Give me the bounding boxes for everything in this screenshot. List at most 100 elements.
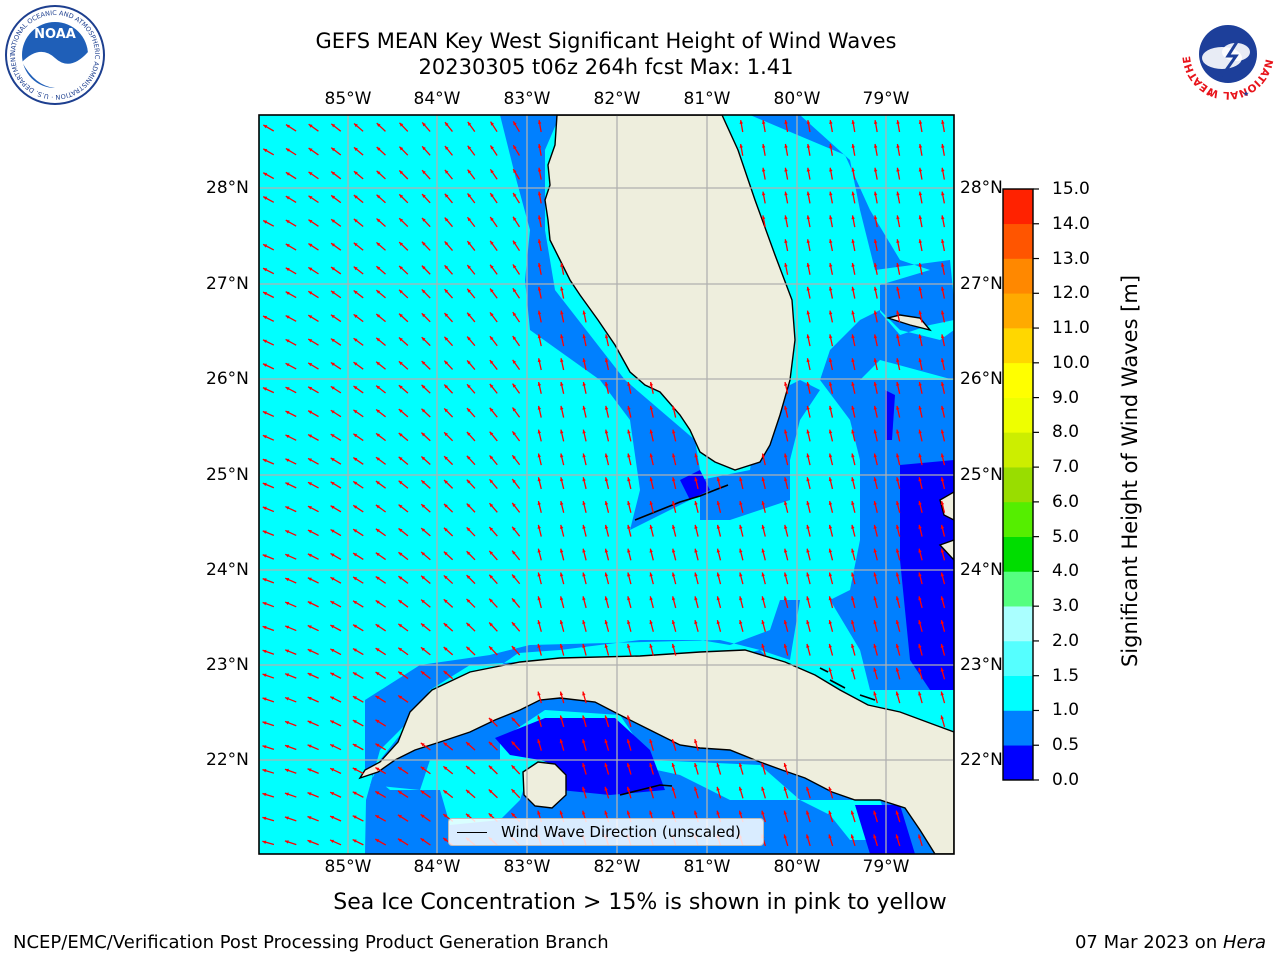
wave-direction-arrowhead <box>307 530 312 534</box>
wave-direction-arrowhead <box>560 429 564 434</box>
wave-direction-arrowhead <box>851 310 855 315</box>
wave-direction-arrowhead <box>851 620 855 625</box>
wave-direction-arrowhead <box>490 288 494 293</box>
wave-direction-arrowhead <box>467 145 472 150</box>
wave-direction-arrowhead <box>694 810 698 815</box>
wave-direction-arrowhead <box>918 286 923 291</box>
wave-direction-arrowhead <box>354 123 358 128</box>
wave-direction-arrowhead <box>512 455 516 460</box>
wave-direction-arrowhead <box>375 457 380 461</box>
wave-direction-arrowhead <box>940 358 945 363</box>
wave-direction-arrowhead <box>896 477 900 482</box>
wave-direction-arrowhead <box>330 625 335 629</box>
wave-direction-arrowhead <box>466 742 470 746</box>
wave-direction-arrowhead <box>376 123 381 127</box>
wave-direction-arrowhead <box>783 786 788 791</box>
wave-direction-arrowhead <box>376 194 381 199</box>
wave-direction-arrowhead <box>375 839 380 843</box>
nws-logo-icon: NATIONAL WEATHER SERVICE ★ ★ <box>0 0 1276 102</box>
wave-direction-arrowhead <box>806 167 811 172</box>
wave-direction-arrowhead <box>627 501 631 506</box>
wave-direction-arrowhead <box>873 310 878 315</box>
wave-direction-arrowhead <box>941 143 945 148</box>
wave-direction-arrowhead <box>466 503 471 508</box>
wave-direction-arrowhead <box>489 646 493 651</box>
wave-direction-arrowhead <box>330 672 335 677</box>
wave-direction-arrowhead <box>649 739 653 744</box>
wave-direction-arrowhead <box>851 501 855 506</box>
wave-direction-arrowhead <box>308 243 313 247</box>
wave-direction-arrowhead <box>488 789 493 794</box>
wave-direction-arrowhead <box>829 120 833 125</box>
wave-direction-arrowhead <box>582 453 586 458</box>
colorbar-tick-label: 4.0 <box>1052 561 1080 582</box>
wave-direction-arrowhead <box>376 290 381 294</box>
wave-direction-arrowhead <box>582 334 586 339</box>
wave-direction-arrowhead <box>262 530 267 534</box>
wave-direction-arrowhead <box>672 405 676 410</box>
wave-direction-arrowhead <box>582 620 586 625</box>
wave-direction-arrowhead <box>627 453 631 458</box>
wave-direction-arrowhead <box>262 578 267 582</box>
wave-direction-arrowhead <box>284 792 289 796</box>
wave-direction-arrowhead <box>398 647 403 652</box>
wave-direction-arrowhead <box>851 667 855 672</box>
wave-direction-arrowhead <box>285 124 290 129</box>
wave-direction-arrowhead <box>783 620 788 625</box>
wind-wave-direction-arrows <box>262 120 946 847</box>
colorbar-label: Significant Height of Wind Waves [m] <box>1118 274 1142 668</box>
wave-direction-arrowhead <box>873 429 878 434</box>
svg-text:★: ★ <box>1206 90 1212 98</box>
wave-direction-arrowhead <box>466 575 471 579</box>
wave-direction-arrowhead <box>761 215 766 220</box>
wave-direction-arrowhead <box>398 337 403 342</box>
wave-direction-arrowhead <box>537 310 542 315</box>
wave-direction-arrowhead <box>873 810 877 815</box>
wave-direction-arrowhead <box>511 598 516 603</box>
wave-direction-arrowhead <box>285 673 290 677</box>
wave-direction-arrowhead <box>285 220 290 224</box>
wave-direction-arrowhead <box>443 670 448 675</box>
wave-direction-arrowhead <box>489 479 494 484</box>
wave-direction-arrowhead <box>307 649 312 653</box>
wave-direction-arrowhead <box>739 501 743 506</box>
wave-direction-arrowhead <box>330 386 335 390</box>
wave-direction-arrowhead <box>512 574 516 579</box>
wave-direction-arrowhead <box>488 813 493 818</box>
wave-direction-arrowhead <box>649 572 653 577</box>
wave-direction-arrowhead <box>537 286 542 291</box>
wave-direction-arrowhead <box>444 360 449 365</box>
wave-direction-arrowhead <box>375 815 380 819</box>
wave-direction-arrowhead <box>375 481 380 485</box>
wave-direction-arrowhead <box>330 792 335 796</box>
wave-direction-arrowhead <box>918 215 923 220</box>
colorbar-swatch <box>1003 467 1033 503</box>
wave-direction-arrowhead <box>513 192 517 197</box>
wave-direction-arrowhead <box>784 167 788 172</box>
wave-direction-arrowhead <box>376 170 381 175</box>
landmass <box>358 115 954 854</box>
wave-direction-arrowhead <box>285 601 290 606</box>
wave-direction-arrowhead <box>285 363 290 367</box>
wave-direction-arrowhead <box>784 382 788 386</box>
wave-direction-arrowhead <box>512 312 517 317</box>
wave-direction-arrowhead <box>940 667 944 672</box>
legend-label: Wind Wave Direction (unscaled) <box>501 823 741 841</box>
wave-direction-arrowhead <box>285 458 290 462</box>
wave-direction-arrowhead <box>489 527 494 531</box>
wave-direction-arrowhead <box>537 715 541 720</box>
wave-direction-arrowhead <box>512 431 516 436</box>
wave-direction-arrowhead <box>829 239 833 244</box>
wave-direction-arrowhead <box>671 524 676 529</box>
wave-direction-arrowhead <box>649 786 653 791</box>
wave-direction-arrowhead <box>262 363 267 367</box>
wave-direction-arrowhead <box>806 262 811 267</box>
wave-direction-arrowhead <box>537 405 542 410</box>
wave-direction-arrowhead <box>397 838 402 843</box>
wave-direction-arrowhead <box>940 501 945 506</box>
wave-direction-arrowhead <box>761 643 765 648</box>
wave-direction-arrowhead <box>330 314 335 319</box>
wave-direction-arrowhead <box>918 405 922 410</box>
wave-direction-arrowhead <box>421 456 426 461</box>
wave-direction-arrowhead <box>398 767 403 771</box>
